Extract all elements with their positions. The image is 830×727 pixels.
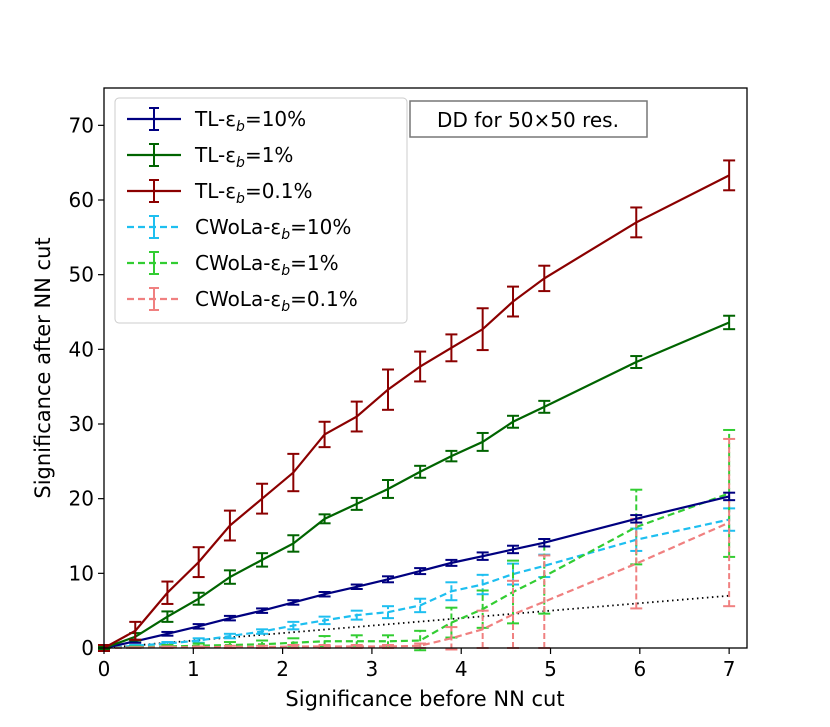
x-tick-label: 4: [455, 657, 468, 681]
y-tick-label: 30: [69, 412, 94, 436]
x-tick-label: 7: [723, 657, 736, 681]
y-axis-label: Significance after NN cut: [31, 237, 55, 498]
annotation-frame: [409, 100, 648, 138]
legend-label-subscript: b: [281, 263, 290, 279]
legend: TL-εb=10%TL-εb=1%TL-εb=0.1%CWoLa-εb=10%C…: [114, 97, 408, 324]
legend-label-prefix: CWoLa-ε: [195, 287, 281, 311]
x-tick-label: 2: [276, 657, 289, 681]
legend-item: CWoLa-εb=0.1%: [127, 287, 358, 315]
legend-label: TL-εb=0.1%: [194, 179, 313, 207]
legend-label-prefix: TL-ε: [194, 143, 236, 167]
plot-frame: [103, 87, 748, 649]
legend-item: TL-εb=0.1%: [127, 179, 313, 207]
x-tick-label: 0: [98, 657, 111, 681]
legend-item: TL-εb=10%: [127, 107, 306, 135]
legend-label-subscript: b: [281, 227, 290, 243]
y-tick-label: 60: [69, 188, 94, 212]
legend-label-subscript: b: [236, 191, 245, 207]
legend-label: CWoLa-εb=0.1%: [195, 287, 358, 315]
y-tick-label: 20: [69, 487, 94, 511]
y-tick-label: 40: [69, 337, 94, 361]
series-line: [103, 321, 730, 650]
series-CWoLa-εb=0.1%: [98, 437, 736, 651]
series-CWoLa-εb=1%: [98, 428, 736, 652]
legend-label-suffix: =1%: [290, 251, 339, 275]
x-tick-label: 6: [633, 657, 646, 681]
legend-label-suffix: =1%: [245, 143, 294, 167]
x-tick-label: 3: [366, 657, 379, 681]
annotation-text: DD for 50×50 res.: [437, 108, 619, 132]
series-TL-εb=10%: [98, 491, 736, 650]
series-CWoLa-εb=10%: [98, 507, 736, 650]
x-tick-label: 5: [544, 657, 557, 681]
legend-item: TL-εb=1%: [127, 143, 293, 171]
x-axis-label: Significance before NN cut: [285, 687, 564, 711]
series-line: [103, 518, 730, 650]
legend-label-subscript: b: [236, 155, 245, 171]
y-tick-label: 50: [69, 263, 94, 287]
legend-label: TL-εb=1%: [194, 143, 293, 171]
legend-label-prefix: CWoLa-ε: [195, 215, 281, 239]
legend-label-suffix: =0.1%: [245, 179, 313, 203]
series-line: [103, 495, 730, 650]
legend-label-prefix: TL-ε: [194, 107, 236, 131]
legend-label-subscript: b: [281, 299, 290, 315]
y-tick-label: 0: [81, 636, 94, 660]
y-tick-label: 70: [69, 113, 94, 137]
legend-label: CWoLa-εb=1%: [195, 251, 339, 279]
legend-label-suffix: =10%: [290, 215, 351, 239]
series-line: [103, 492, 730, 650]
legend-label: CWoLa-εb=10%: [195, 215, 351, 243]
legend-label: TL-εb=10%: [194, 107, 306, 135]
annotation-box: DD for 50×50 res.: [409, 100, 648, 138]
legend-label-prefix: CWoLa-ε: [195, 251, 281, 275]
legend-label-subscript: b: [236, 119, 245, 135]
series-line: [103, 174, 730, 649]
x-tick-label: 1: [187, 657, 200, 681]
legend-frame: [114, 97, 408, 324]
series-TL-εb=1%: [98, 314, 736, 651]
legend-item: CWoLa-εb=1%: [127, 251, 339, 279]
legend-label-prefix: TL-ε: [194, 179, 236, 203]
legend-label-suffix: =10%: [245, 107, 306, 131]
legend-item: CWoLa-εb=10%: [127, 215, 351, 243]
legend-label-suffix: =0.1%: [290, 287, 358, 311]
y-tick-label: 10: [69, 561, 94, 585]
